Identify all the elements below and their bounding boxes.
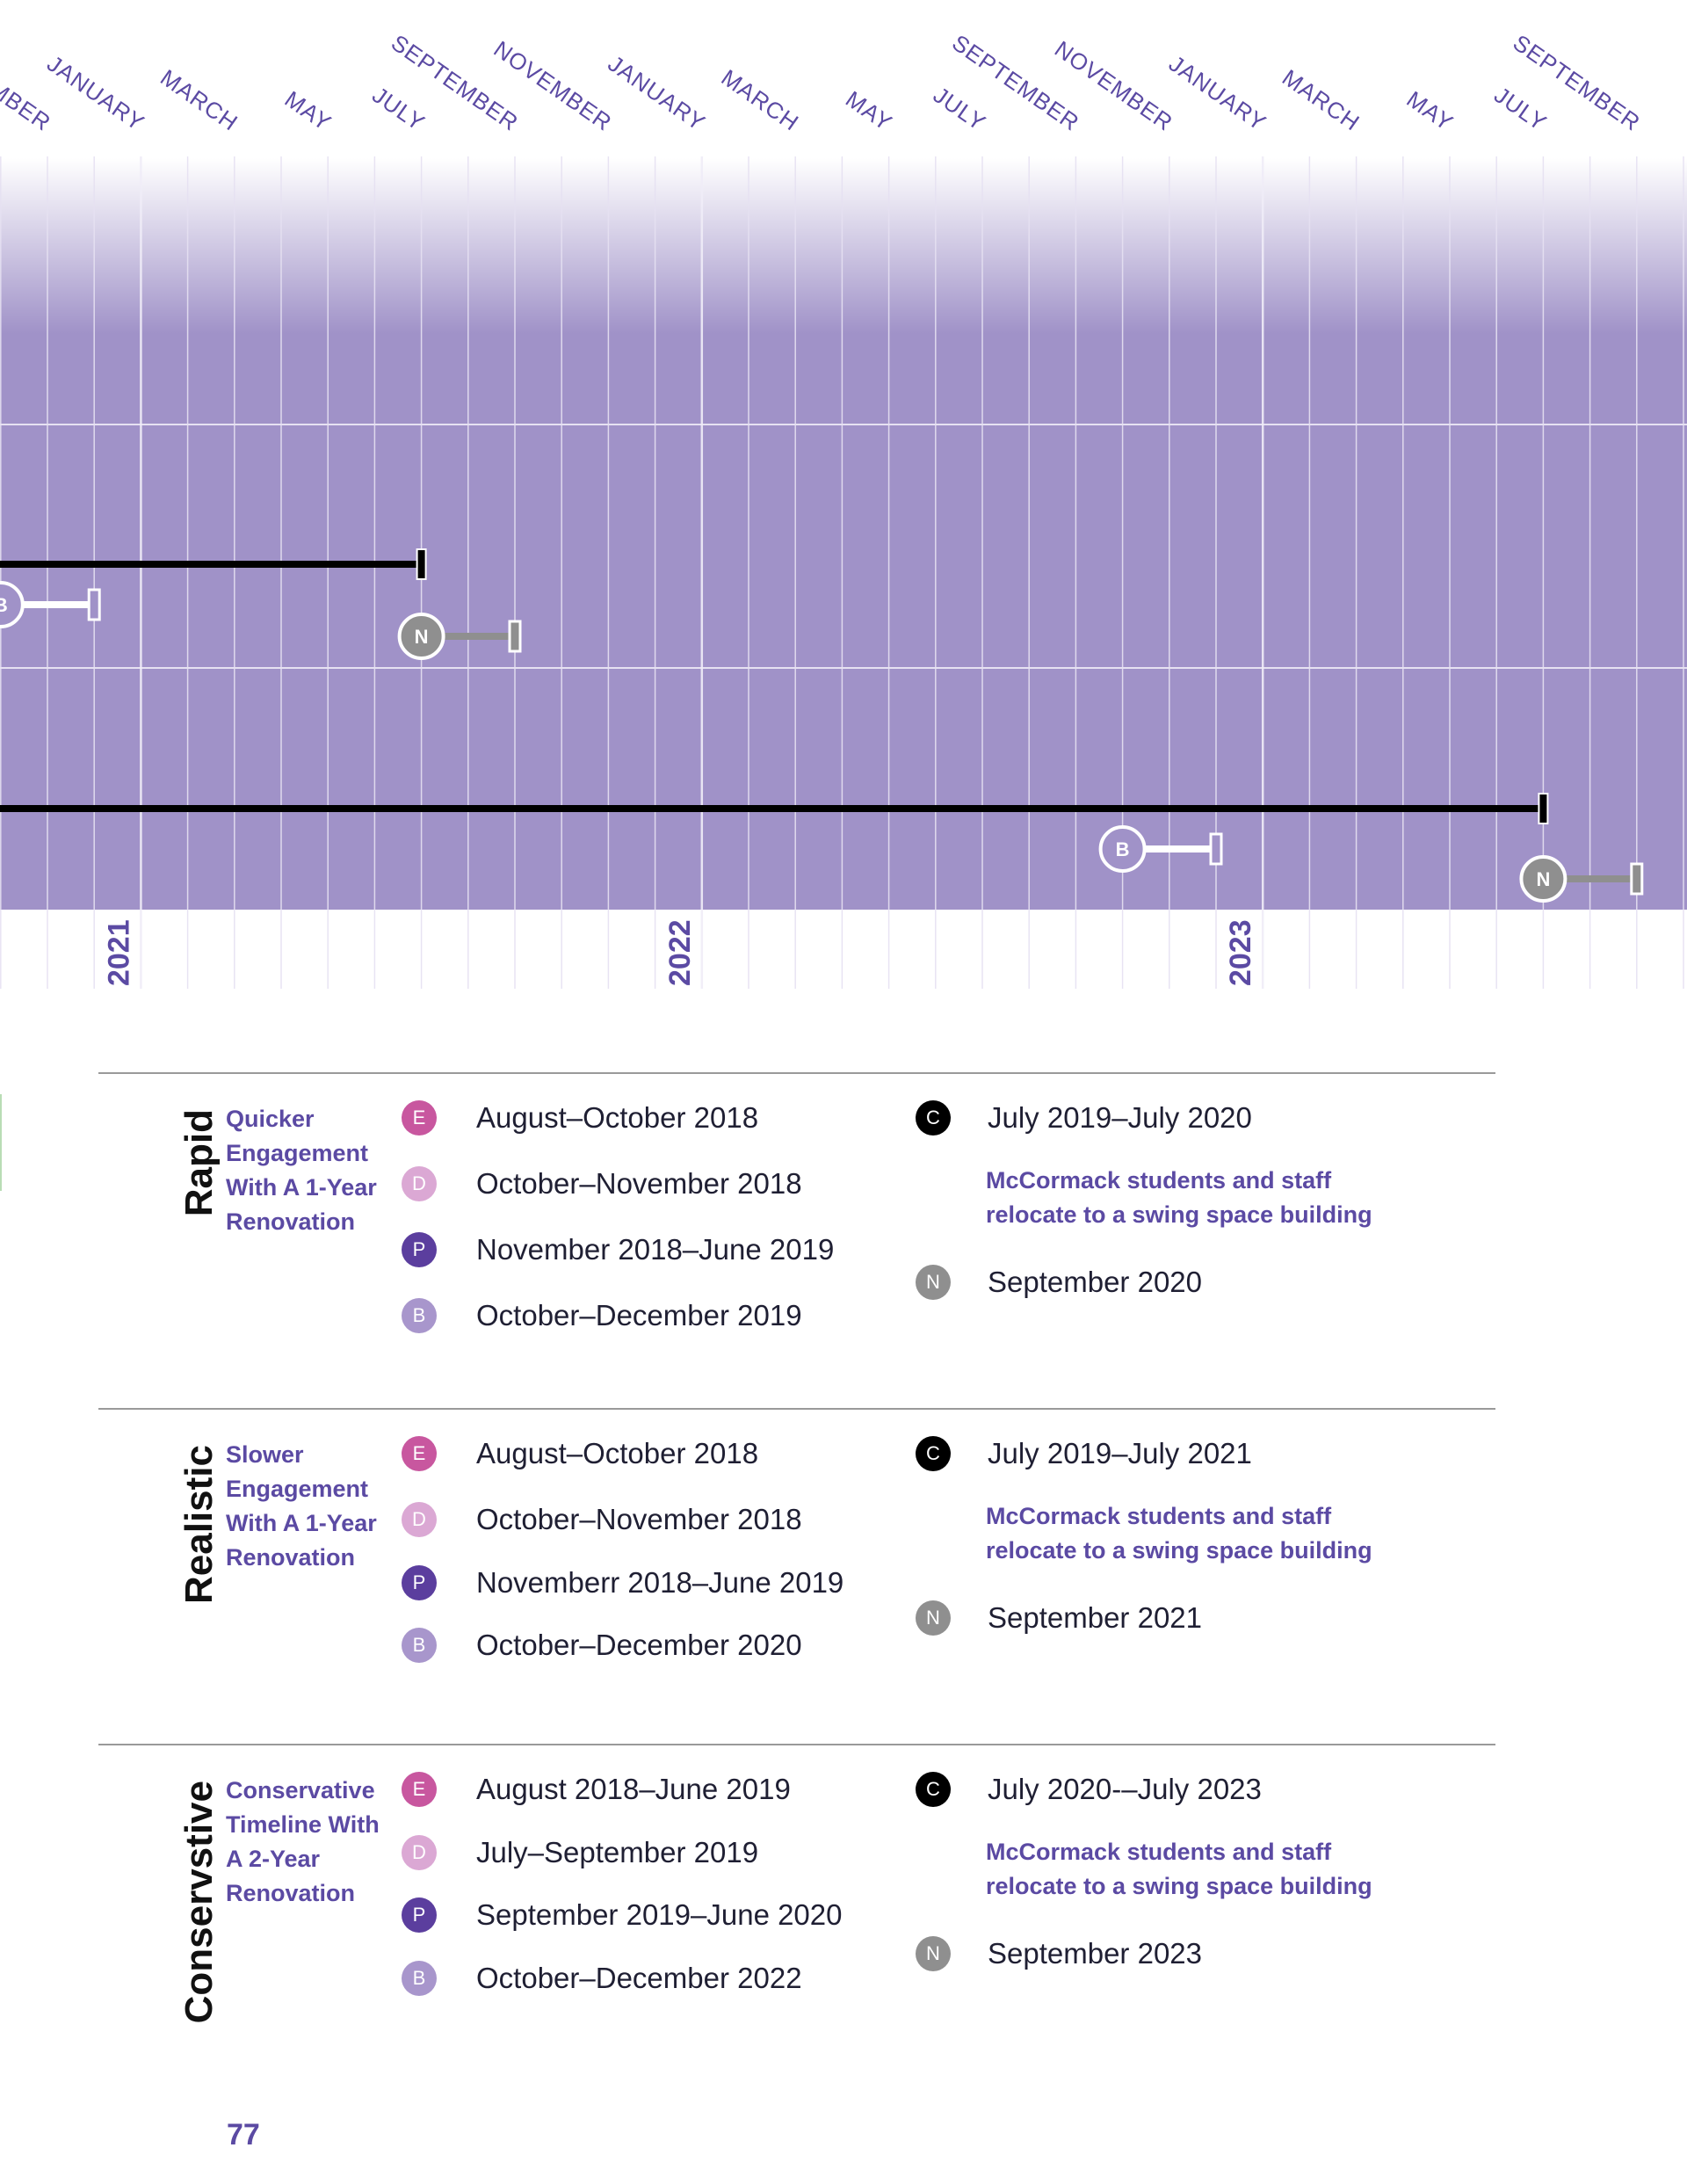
phase-marker <box>1519 855 1568 903</box>
month-label: MARCH <box>1278 64 1365 136</box>
scenario-description: Quicker Engagement With A 1-Year Renovat… <box>226 1106 377 1235</box>
move-in-badge: N <box>916 1936 951 1971</box>
construction-badge: C <box>916 1100 951 1136</box>
construction-dates: July 2019–July 2020 <box>988 1101 1252 1134</box>
planning-dates: Novemberr 2018–June 2019 <box>476 1566 844 1599</box>
design-dates: October–November 2018 <box>476 1167 802 1200</box>
design-badge: D <box>402 1502 437 1537</box>
bidding-dates: October–December 2022 <box>476 1962 802 1994</box>
scenario-name: Realistic <box>177 1445 221 1604</box>
planning-badge: P <box>402 1565 437 1600</box>
planning-dates: September 2019–June 2020 <box>476 1898 843 1931</box>
scenario-realistic: Realistic Slower Engagement With A 1-Yea… <box>98 1408 1495 1744</box>
year-label: 2021 <box>102 919 135 986</box>
month-label: JULY <box>367 82 430 136</box>
month-label: MAY <box>280 85 337 136</box>
relocate-note: McCormack students and staff relocate to… <box>986 1167 1372 1228</box>
phase-end-cap <box>1209 832 1223 866</box>
planning-badge: P <box>402 1232 437 1267</box>
year-label: 2022 <box>663 919 697 986</box>
construction-end-cap <box>416 548 427 580</box>
scenario-name: Conservstive <box>177 1781 221 2024</box>
engagement-badge: E <box>402 1772 437 1807</box>
page-number: 77 <box>227 2118 260 2151</box>
year-label: 2023 <box>1224 919 1257 986</box>
planning-badge: P <box>402 1897 437 1933</box>
edge-mark <box>0 1094 2 1191</box>
scenario-description: Slower Engagement With A 1-Year Renovati… <box>226 1441 377 1571</box>
scenario-conservative: Conservstive Conservative Timeline With … <box>98 1744 1495 2079</box>
band-fade <box>0 158 1687 334</box>
move-in-badge: N <box>916 1600 951 1636</box>
engagement-badge: E <box>402 1436 437 1471</box>
construction-end-cap <box>1538 793 1549 824</box>
month-label: JANUARY <box>604 50 711 136</box>
construction-badge: C <box>916 1436 951 1471</box>
month-label: JULY <box>1489 82 1552 136</box>
scenario-name-wrap: Realistic <box>98 1410 221 1726</box>
month-label: MAY <box>841 85 897 136</box>
move-in-badge: N <box>916 1265 951 1300</box>
month-label: JULY <box>929 82 991 136</box>
construction-dates: July 2020-–July 2023 <box>988 1773 1262 1805</box>
month-label: MARCH <box>156 64 243 136</box>
design-badge: D <box>402 1835 437 1870</box>
design-dates: October–November 2018 <box>476 1503 802 1535</box>
phase-end-cap <box>87 588 101 621</box>
scenario-name-wrap: Conservstive <box>98 1745 221 2062</box>
bidding-badge: B <box>402 1961 437 1996</box>
month-label: MAY <box>1402 85 1459 136</box>
phase-end-cap <box>508 620 522 653</box>
phase-marker-letter: N <box>1536 868 1550 890</box>
month-label: JANUARY <box>1164 50 1271 136</box>
bidding-dates: October–December 2019 <box>476 1299 802 1331</box>
scenario-name: Rapid <box>177 1109 221 1217</box>
phase-marker <box>0 581 25 628</box>
move-in-date: September 2020 <box>988 1266 1203 1298</box>
scenario-name-wrap: Rapid <box>98 1074 221 1390</box>
phase-marker-letter: N <box>415 626 429 648</box>
phase-end-cap <box>1630 862 1644 896</box>
construction-badge: C <box>916 1772 951 1807</box>
month-label: NOVEMBER <box>0 35 56 136</box>
scenario-rapid: Rapid Quicker Engagement With A 1-Year R… <box>98 1072 1495 1408</box>
construction-dates: July 2019–July 2021 <box>988 1437 1252 1469</box>
engagement-dates: August–October 2018 <box>476 1437 759 1469</box>
relocate-note: McCormack students and staff relocate to… <box>986 1839 1372 1899</box>
relocate-note: McCormack students and staff relocate to… <box>986 1503 1372 1564</box>
engagement-dates: August–October 2018 <box>476 1101 759 1134</box>
phase-marker-letter: B <box>0 594 8 616</box>
bidding-dates: October–December 2020 <box>476 1629 802 1661</box>
design-dates: July–September 2019 <box>476 1836 759 1868</box>
design-badge: D <box>402 1166 437 1201</box>
scenario-description: Conservative Timeline With A 2-Year Reno… <box>226 1777 380 1906</box>
engagement-badge: E <box>402 1100 437 1136</box>
phase-marker <box>397 613 445 660</box>
move-in-date: September 2021 <box>988 1601 1203 1634</box>
phase-marker <box>1098 825 1147 873</box>
month-label: MARCH <box>717 64 804 136</box>
bidding-badge: B <box>402 1628 437 1663</box>
phase-marker-letter: B <box>1116 838 1130 860</box>
move-in-date: September 2023 <box>988 1937 1203 1970</box>
planning-dates: November 2018–June 2019 <box>476 1233 835 1266</box>
engagement-dates: August 2018–June 2019 <box>476 1773 791 1805</box>
month-label: JANUARY <box>42 50 149 136</box>
bidding-badge: B <box>402 1298 437 1333</box>
